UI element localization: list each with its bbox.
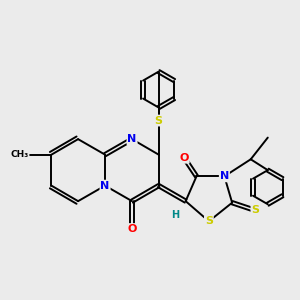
Text: S: S [205, 216, 213, 226]
Text: H: H [171, 210, 179, 220]
Text: N: N [100, 181, 110, 190]
Text: O: O [179, 153, 189, 163]
Text: S: S [155, 116, 163, 126]
Text: N: N [128, 134, 136, 144]
Text: CH₃: CH₃ [11, 150, 29, 159]
Text: O: O [127, 224, 137, 234]
Text: S: S [251, 206, 260, 215]
Text: N: N [220, 171, 229, 181]
